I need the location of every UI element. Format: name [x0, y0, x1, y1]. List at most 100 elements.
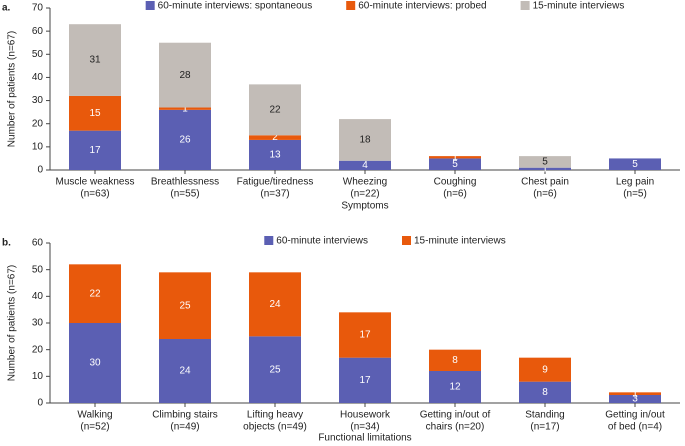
data-label: 17	[359, 375, 371, 386]
legend-label: 15-minute interviews	[414, 236, 506, 247]
legend-swatch	[145, 1, 155, 10]
data-label: 8	[452, 355, 458, 366]
bar-segment	[519, 357, 571, 382]
bar-segment	[609, 158, 661, 170]
bar-segment	[429, 158, 481, 170]
data-label: 5	[452, 159, 458, 170]
data-label: 1	[542, 163, 548, 174]
bar-segment	[249, 84, 301, 136]
data-label: 17	[359, 330, 371, 341]
legend-label: 15-minute interviews	[533, 1, 625, 12]
x-tick-label: Getting in/out of	[420, 410, 491, 421]
x-tick-label: (n=6)	[533, 189, 557, 200]
legend-label: 60-minute interviews: probed	[358, 1, 486, 12]
data-label: 24	[269, 299, 281, 310]
data-label: 1	[452, 152, 458, 163]
data-label: 13	[269, 150, 281, 161]
x-tick-label: Fatigue/tiredness	[237, 177, 314, 188]
data-label: 1	[182, 103, 188, 114]
bar-segment	[69, 24, 121, 96]
y-tick-label: 40	[32, 291, 44, 302]
bar-segment	[429, 371, 481, 403]
bar-segment	[519, 156, 571, 168]
x-tick-label: (n=17)	[530, 422, 559, 433]
x-tick-label: Breathlessness	[151, 177, 219, 188]
x-tick-label: Climbing stairs	[152, 410, 218, 421]
x-tick-label: Housework	[340, 410, 391, 421]
panel-label: a.	[2, 3, 11, 14]
data-label: 26	[179, 135, 191, 146]
data-label: 22	[269, 104, 281, 115]
panel-label: b.	[2, 238, 11, 249]
x-tick-label: (n=52)	[80, 422, 109, 433]
bar-segment	[159, 42, 211, 108]
data-label: 4	[362, 160, 368, 171]
bar-segment	[609, 392, 661, 395]
data-label: 3	[632, 394, 638, 405]
bar-segment	[339, 312, 391, 358]
data-label: 9	[542, 364, 548, 375]
y-tick-label: 10	[32, 371, 44, 382]
data-label: 1	[632, 388, 638, 399]
legend-swatch	[402, 236, 411, 245]
data-label: 5	[632, 159, 638, 170]
bar-segment	[339, 160, 391, 170]
bar-segment	[249, 272, 301, 337]
bar-segment	[429, 349, 481, 371]
bar-segment	[339, 357, 391, 403]
data-label: 25	[269, 364, 281, 375]
bar-segment	[69, 323, 121, 403]
bar-segment	[69, 264, 121, 323]
data-label: 25	[179, 300, 191, 311]
x-tick-label: (n=5)	[623, 189, 647, 200]
data-label: 30	[89, 358, 101, 369]
x-tick-label: (n=55)	[170, 189, 199, 200]
data-label: 8	[542, 387, 548, 398]
x-tick-label: Muscle weakness	[56, 177, 135, 188]
y-tick-label: 60	[32, 26, 44, 37]
data-label: 15	[89, 108, 101, 119]
x-tick-label: (n=49)	[170, 422, 199, 433]
data-label: 22	[89, 288, 101, 299]
y-tick-label: 30	[32, 318, 44, 329]
y-tick-label: 0	[37, 398, 43, 409]
bar-segment	[159, 339, 211, 403]
x-tick-label: (n=6)	[443, 189, 467, 200]
x-axis-label: Functional limitations	[318, 433, 411, 444]
bar-segment	[609, 395, 661, 403]
y-tick-label: 10	[32, 141, 44, 152]
x-tick-label: Leg pain	[616, 177, 654, 188]
bar-segment	[429, 156, 481, 159]
x-tick-label: Walking	[77, 410, 112, 421]
x-tick-label: Coughing	[434, 177, 477, 188]
data-label: 12	[449, 382, 461, 393]
bar-segment	[519, 167, 571, 170]
y-tick-label: 60	[32, 238, 44, 249]
x-tick-label: chairs (n=20)	[426, 422, 485, 433]
x-tick-label: (n=37)	[260, 189, 289, 200]
data-label: 17	[89, 145, 101, 156]
y-axis-label: Number of patients (n=67)	[7, 265, 18, 381]
x-tick-label: Wheezing	[343, 177, 387, 188]
bar-segment	[69, 130, 121, 170]
data-label: 18	[359, 135, 371, 146]
legend-label: 60-minute interviews: spontaneous	[158, 1, 313, 12]
data-label: 24	[179, 366, 191, 377]
legend-swatch	[264, 236, 274, 245]
data-label: 5	[542, 157, 548, 168]
legend: 60-minute interviews: spontaneous 60-minu…	[145, 1, 625, 12]
bar-segment	[159, 109, 211, 170]
x-tick-label: Lifting heavy	[247, 410, 303, 421]
x-tick-label: (n=22)	[350, 189, 379, 200]
y-tick-label: 20	[32, 344, 44, 355]
x-axis-label: Symptoms	[341, 201, 388, 212]
x-tick-label: objects (n=49)	[243, 422, 307, 433]
y-tick-label: 70	[32, 3, 44, 14]
bar-segment	[519, 381, 571, 403]
x-tick-label: Getting in/out	[605, 410, 665, 421]
bar-segment	[159, 107, 211, 110]
legend: 60-minute interviews 15-minute interviews	[264, 236, 506, 247]
x-tick-label: (n=34)	[350, 422, 379, 433]
data-label: 28	[179, 70, 191, 81]
